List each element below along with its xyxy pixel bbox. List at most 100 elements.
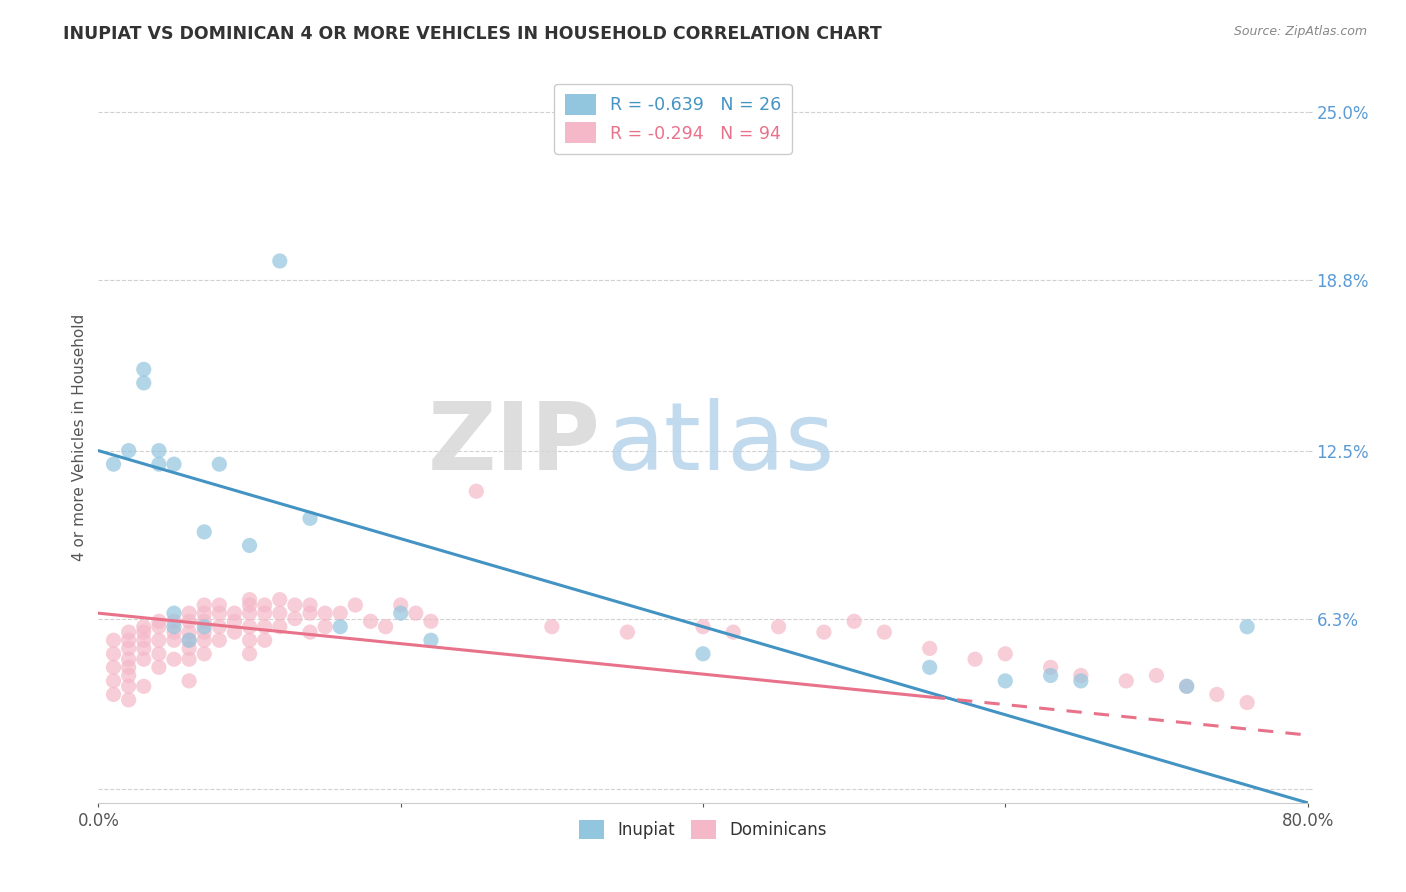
Point [253, 606, 276, 620]
Point [299, 598, 322, 612]
Point [132, 376, 155, 390]
Point [994, 673, 1017, 688]
Point [132, 652, 155, 666]
Text: atlas: atlas [606, 399, 835, 491]
Point [103, 660, 125, 674]
Point [103, 457, 125, 471]
Point [420, 615, 443, 629]
Point [253, 620, 276, 634]
Point [239, 598, 262, 612]
Point [299, 625, 322, 640]
Point [965, 652, 987, 666]
Point [299, 511, 322, 525]
Point [813, 625, 835, 640]
Point [132, 362, 155, 376]
Point [163, 615, 186, 629]
Point [163, 625, 186, 640]
Point [193, 524, 215, 539]
Point [1070, 668, 1092, 682]
Point [118, 641, 141, 656]
Point [239, 606, 262, 620]
Point [616, 625, 638, 640]
Point [314, 620, 336, 634]
Point [692, 647, 714, 661]
Point [269, 592, 291, 607]
Point [1206, 688, 1229, 702]
Point [179, 615, 201, 629]
Point [540, 620, 562, 634]
Point [132, 679, 155, 693]
Point [163, 606, 186, 620]
Point [103, 633, 125, 648]
Point [132, 620, 155, 634]
Point [873, 625, 896, 640]
Point [269, 606, 291, 620]
Point [103, 673, 125, 688]
Point [1236, 696, 1258, 710]
Point [692, 620, 714, 634]
Point [193, 606, 215, 620]
Point [118, 633, 141, 648]
Point [1175, 679, 1198, 693]
Point [148, 633, 170, 648]
Point [1236, 620, 1258, 634]
Point [284, 611, 307, 625]
Point [132, 633, 155, 648]
Point [193, 647, 215, 661]
Point [329, 606, 352, 620]
Point [208, 620, 231, 634]
Point [1144, 668, 1167, 682]
Point [239, 538, 262, 552]
Point [132, 641, 155, 656]
Point [239, 592, 262, 607]
Point [148, 620, 170, 634]
Point [239, 647, 262, 661]
Point [918, 660, 941, 674]
Point [118, 443, 141, 458]
Point [1115, 673, 1137, 688]
Point [103, 647, 125, 661]
Point [224, 615, 246, 629]
Text: INUPIAT VS DOMINICAN 4 OR MORE VEHICLES IN HOUSEHOLD CORRELATION CHART: INUPIAT VS DOMINICAN 4 OR MORE VEHICLES … [63, 25, 882, 43]
Point [329, 620, 352, 634]
Point [253, 598, 276, 612]
Point [163, 620, 186, 634]
Point [118, 693, 141, 707]
Point [179, 652, 201, 666]
Point [118, 652, 141, 666]
Point [374, 620, 396, 634]
Point [299, 606, 322, 620]
Y-axis label: 4 or more Vehicles in Household: 4 or more Vehicles in Household [72, 313, 87, 561]
Point [118, 668, 141, 682]
Point [314, 606, 336, 620]
Point [1070, 673, 1092, 688]
Point [148, 660, 170, 674]
Point [918, 641, 941, 656]
Point [239, 633, 262, 648]
Point [360, 615, 382, 629]
Point [1039, 660, 1062, 674]
Point [148, 647, 170, 661]
Point [253, 633, 276, 648]
Point [163, 652, 186, 666]
Text: Source: ZipAtlas.com: Source: ZipAtlas.com [1233, 25, 1367, 38]
Point [420, 633, 443, 648]
Point [193, 633, 215, 648]
Point [768, 620, 790, 634]
Point [193, 598, 215, 612]
Point [284, 598, 307, 612]
Point [844, 615, 866, 629]
Point [208, 598, 231, 612]
Point [148, 457, 170, 471]
Point [179, 625, 201, 640]
Legend: Inupiat, Dominicans: Inupiat, Dominicans [572, 814, 834, 846]
Point [148, 443, 170, 458]
Point [103, 688, 125, 702]
Point [994, 647, 1017, 661]
Point [208, 606, 231, 620]
Point [269, 254, 291, 268]
Point [208, 633, 231, 648]
Point [118, 660, 141, 674]
Point [193, 620, 215, 634]
Point [118, 679, 141, 693]
